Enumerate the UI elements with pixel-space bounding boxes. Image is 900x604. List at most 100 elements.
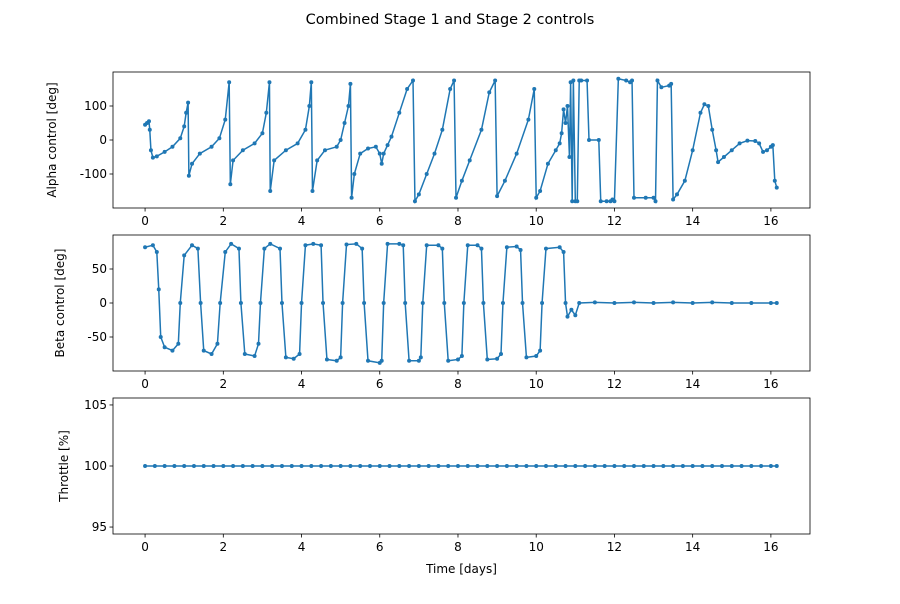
data-point [671,464,676,468]
data-point [242,352,247,356]
data-point [338,464,343,468]
data-point [553,464,558,468]
data-point [191,464,196,468]
data-point [690,148,695,153]
data-point [250,464,255,468]
data-point [324,357,329,362]
data-point [753,139,758,144]
data-point [198,301,203,305]
y-tick-label: 95 [92,520,107,534]
x-tick-label: 2 [219,540,227,554]
data-point [573,464,578,468]
data-point [218,301,223,305]
data-point [700,464,705,468]
data-point [442,301,447,305]
x-tick-label: 4 [298,214,306,228]
data-point [749,301,754,305]
x-tick-label: 8 [454,214,462,228]
data-point [485,464,490,468]
data-point [381,301,386,305]
data-point [514,244,519,249]
x-tick-label: 10 [529,377,544,391]
data-point [252,141,257,146]
data-point [592,300,597,305]
x-tick-label: 12 [607,540,622,554]
data-point [362,301,367,305]
data-point [348,81,353,86]
data-point [569,307,574,312]
data-point [211,464,216,468]
data-point [178,301,183,305]
data-point [278,246,283,251]
data-point [334,358,339,363]
x-tick-label: 4 [298,377,306,391]
data-point [500,301,505,305]
data-point [373,144,378,149]
data-point [698,110,703,115]
y-tick-label: 50 [92,262,107,276]
data-point [446,358,451,363]
data-point [397,241,402,246]
data-point [774,301,779,305]
data-point [283,148,288,153]
data-point [669,81,674,86]
data-point [455,464,460,468]
data-point [493,78,498,83]
data-point [303,243,308,248]
data-point [432,151,437,156]
data-point [319,464,324,468]
data-point [420,301,425,305]
data-point [710,300,715,305]
data-point [454,195,459,200]
data-line [144,77,778,204]
data-point [495,356,500,361]
data-point [186,173,191,178]
data-point [495,464,500,468]
data-point [475,243,480,248]
data-point [759,464,764,468]
data-point [381,151,386,156]
x-tick-label: 6 [376,214,384,228]
data-point [354,241,359,246]
y-axis-label: Throttle [%] [57,430,71,503]
data-point [729,464,734,468]
data-point [236,246,241,251]
data-point [238,301,243,305]
data-point [770,143,775,148]
data-point [223,250,228,254]
data-point [624,78,629,83]
data-point [440,127,445,132]
x-tick-label: 16 [763,214,778,228]
data-point [436,243,441,248]
data-point [162,345,167,350]
data-point [553,148,558,153]
data-point [228,182,233,187]
x-tick-label: 6 [376,377,384,391]
data-point [651,301,656,305]
data-point [710,127,715,132]
data-point [631,300,636,305]
data-point [631,464,636,468]
data-point [706,104,711,108]
data-point [630,78,635,83]
data-point [583,464,588,468]
data-point [170,144,175,149]
data-point [446,464,451,468]
data-point [315,158,320,163]
data-point [612,464,617,468]
data-point [467,158,472,163]
data-point [716,160,721,165]
x-tick-label: 8 [454,540,462,554]
data-point [671,300,676,305]
data-point [612,199,617,204]
data-point [495,194,500,199]
data-point [538,348,543,353]
data-point [268,241,273,246]
data-point [567,155,572,159]
x-tick-label: 14 [685,214,700,228]
data-point [587,138,592,142]
y-tick-label: 0 [99,133,107,147]
data-point [147,127,152,132]
data-point [358,151,363,156]
data-point [299,464,304,468]
